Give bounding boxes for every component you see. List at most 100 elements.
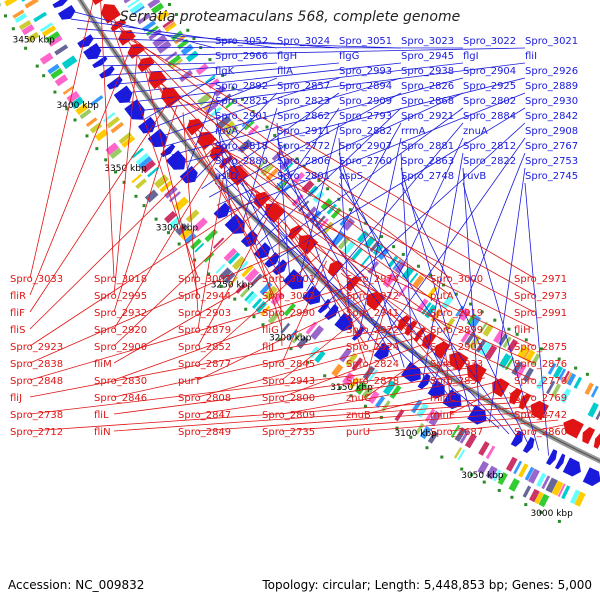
reverse-gene-label: fliH [514,325,531,336]
forward-gene-label: Spro_2862 [277,111,330,122]
feature-marker [95,147,99,151]
cog-color-block [185,209,200,223]
feature-marker [440,455,444,459]
forward-leader-line [157,77,340,139]
cog-color-block [203,252,215,263]
reverse-leader-line [197,296,371,381]
feature-marker [73,118,77,122]
cog-color-block [173,34,186,45]
cog-color-block [492,469,502,482]
cog-color-block [168,216,183,230]
cog-color-block [228,276,239,287]
reverse-gene-arrow [100,3,121,24]
reverse-gene-label: Spro_2742 [514,410,567,421]
genome-title-text: Serratia proteamaculans 568, complete ge… [119,9,461,25]
reverse-gene-label: Spro_2846 [94,393,147,404]
genome-summary: Topology: circular; Length: 5,448,853 bp… [262,578,592,592]
reverse-leader-line [113,290,363,381]
cog-color-block [479,341,492,357]
feature-marker [557,357,561,361]
reverse-leader-line [281,377,486,415]
forward-gene-arrow [582,467,600,487]
forward-gene-label: Spro_2818 [215,141,268,152]
feature-marker [24,46,28,50]
reverse-gene-arrow [397,315,411,332]
feature-marker [454,292,458,296]
forward-gene-label: Spro_2892 [215,81,268,92]
feature-marker [349,394,353,398]
reverse-leader-line [29,44,133,296]
cog-color-block [184,232,197,245]
cog-color-block [152,34,168,48]
cog-color-block [33,11,48,23]
forward-leader-line [376,137,526,348]
cog-color-block [484,344,498,360]
reverse-gene-label: Spro_2738 [10,410,63,421]
cog-color-block [564,372,573,384]
feature-marker [134,194,138,198]
reverse-gene-label: Spro_2903 [178,308,231,319]
reverse-leader-line [197,209,272,347]
cog-color-block [394,409,405,422]
reverse-leader-line [399,319,535,381]
cog-color-block [239,286,251,298]
cog-color-block [4,0,18,7]
cog-color-block [193,217,208,232]
forward-gene-label: rrmA [401,126,426,137]
feature-marker [416,264,420,268]
forward-gene-label: Spro_2753 [525,156,578,167]
feature-marker [252,315,256,319]
reverse-gene-label: Spro_2971 [514,274,567,285]
feature-marker [85,134,89,138]
feature-marker [428,273,432,277]
reverse-leader-line [238,175,367,330]
reverse-gene-label: Spro_2687 [430,427,483,438]
forward-gene-arrow [106,75,123,90]
reverse-leader-line [449,419,559,432]
cog-color-block [482,323,494,337]
reverse-gene-label: Spro_2808 [178,393,231,404]
forward-gene-label: Spro_2907 [339,141,392,152]
cog-color-block [529,488,540,503]
feature-marker [233,297,237,301]
reverse-gene-label: putA [430,291,454,302]
cog-color-block [478,441,490,456]
reverse-gene-label: Spro_2902 [430,342,483,353]
forward-gene-label: ruvB [463,171,486,182]
cog-color-block [485,445,496,460]
feature-marker [3,14,7,18]
reverse-gene-label: fliJ [10,393,22,404]
reverse-gene-label: Spro_3002 [262,291,315,302]
reverse-gene-label: Spro_2933 [430,359,483,370]
forward-gene-arrow [224,213,245,234]
cog-color-block [349,377,360,390]
cog-color-block [231,256,246,271]
forward-gene-label: flgH [277,51,297,62]
forward-gene-label: Spro_2911 [277,126,330,137]
cog-color-block [246,292,258,305]
cog-color-block [502,336,512,349]
cog-color-block [397,284,409,298]
reverse-gene-label: Spro_3033 [10,274,63,285]
cog-color-block [90,95,104,107]
reverse-leader-line [197,335,423,398]
reverse-leader-line [207,140,535,313]
kbp-ticks: 3450 kbp 3400 kbp 3350 kbp 3300 kbp 3250 kbp… [12,36,573,519]
cog-color-block [337,236,351,250]
cog-color-block [459,430,470,444]
cog-color-block [342,217,356,231]
forward-leader-line [367,137,464,342]
feature-marker [122,180,126,184]
cog-color-block [345,352,358,367]
cog-color-block [66,90,80,104]
kbp-tick-label: 3350 kbp [104,164,147,174]
cog-color-block [159,180,173,193]
reverse-gene-arrow [228,165,249,186]
cog-color-block [387,255,399,268]
cog-color-block [283,302,296,317]
reverse-gene-label: Spro_2991 [514,308,567,319]
cog-color-block [279,158,292,171]
forward-gene-arrow [283,269,304,290]
reverse-leader-line [453,357,535,398]
forward-leader-line [462,182,539,451]
